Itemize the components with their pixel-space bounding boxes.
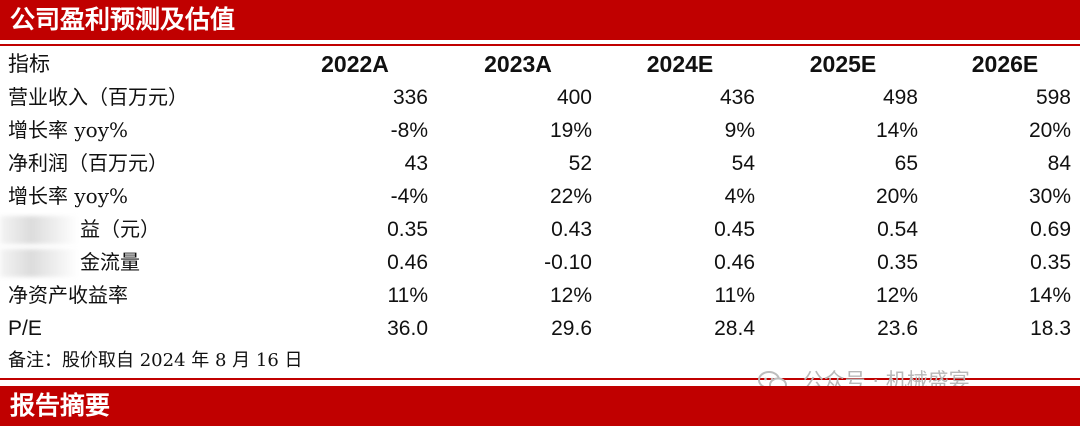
table-cell: 20% [1028, 119, 1071, 142]
table-row: 益（元） 0.35 0.43 0.45 0.54 0.69 [0, 213, 1080, 246]
row-label: 净利润（百万元） [8, 151, 168, 175]
table-cell: 0.54 [877, 218, 918, 241]
table-row: 净资产收益率 11% 12% 11% 12% 14% [0, 279, 1080, 312]
header-year: 2024E [646, 51, 714, 77]
header-label: 指标 [8, 52, 50, 76]
table-cell: 14% [1028, 284, 1071, 307]
row-label: P/E [8, 317, 42, 340]
table-cell: 12% [549, 284, 592, 307]
table-cell: 20% [875, 185, 918, 208]
table-cell: 0.35 [1030, 251, 1071, 274]
table-cell: 436 [719, 86, 755, 109]
table-cell: 52 [568, 152, 592, 175]
table-cell: 84 [1047, 152, 1071, 175]
table-cell: 0.46 [387, 251, 428, 274]
table-cell: -4% [390, 185, 428, 208]
table-cell: 0.35 [387, 218, 428, 241]
top-rule [0, 44, 1080, 46]
table-cell: 19% [549, 119, 592, 142]
row-label: 增长率 yoy% [8, 118, 128, 142]
table-cell: 22% [549, 185, 592, 208]
table-cell: 400 [556, 86, 592, 109]
table-row: 营业收入（百万元） 336 400 436 498 598 [0, 81, 1080, 114]
table-cell: 14% [875, 119, 918, 142]
blurred-label-region [0, 249, 78, 277]
table-header-row: 指标 2022A 2023A 2024E 2025E 2026E [0, 48, 1080, 81]
table-cell: 336 [392, 86, 428, 109]
table-cell: 0.46 [714, 251, 755, 274]
bottom-rule [0, 378, 1080, 380]
table-row: 增长率 yoy% -4% 22% 4% 20% 30% [0, 180, 1080, 213]
table-cell: 0.45 [714, 218, 755, 241]
blurred-label-region [0, 216, 78, 244]
table-note: 备注：股价取自 2024 年 8 月 16 日 [8, 350, 303, 371]
table-cell: 598 [1035, 86, 1071, 109]
table-cell: 30% [1028, 185, 1071, 208]
table-cell: 11% [714, 284, 755, 307]
row-label: 益（元） [80, 217, 160, 241]
row-label: 金流量 [80, 250, 140, 274]
table-cell: 54 [731, 152, 755, 175]
table-row: P/E 36.0 29.6 28.4 23.6 18.3 [0, 312, 1080, 345]
table-cell: 12% [875, 284, 918, 307]
table-cell: 9% [724, 119, 755, 142]
table-cell: 65 [894, 152, 918, 175]
table-cell: -8% [390, 119, 428, 142]
row-label: 增长率 yoy% [8, 184, 128, 208]
section-title: 报告摘要 [10, 391, 111, 420]
table-cell: 0.69 [1030, 218, 1071, 241]
table-cell: 11% [387, 284, 428, 307]
table-cell: 18.3 [1030, 317, 1071, 340]
table-cell: 43 [404, 152, 428, 175]
table-cell: 4% [724, 185, 755, 208]
table-row: 增长率 yoy% -8% 19% 9% 14% 20% [0, 114, 1080, 147]
table-cell: 28.4 [714, 317, 755, 340]
title-bar: 公司盈利预测及估值 [0, 0, 1080, 40]
header-year: 2025E [809, 51, 877, 77]
table-cell: 36.0 [387, 317, 428, 340]
table-title: 公司盈利预测及估值 [10, 5, 236, 34]
header-year: 2023A [484, 51, 552, 77]
header-year: 2026E [971, 51, 1039, 77]
table-cell: 23.6 [877, 317, 918, 340]
table-cell: -0.10 [544, 251, 592, 274]
table-cell: 498 [882, 86, 918, 109]
table-row: 净利润（百万元） 43 52 54 65 84 [0, 147, 1080, 180]
table-cell: 29.6 [551, 317, 592, 340]
row-label: 营业收入（百万元） [8, 85, 188, 109]
table-row: 金流量 0.46 -0.10 0.46 0.35 0.35 [0, 246, 1080, 279]
table-cell: 0.35 [877, 251, 918, 274]
header-year: 2022A [321, 51, 389, 77]
section-bar: 报告摘要 [0, 386, 1080, 426]
row-label: 净资产收益率 [8, 283, 128, 307]
table-cell: 0.43 [551, 218, 592, 241]
